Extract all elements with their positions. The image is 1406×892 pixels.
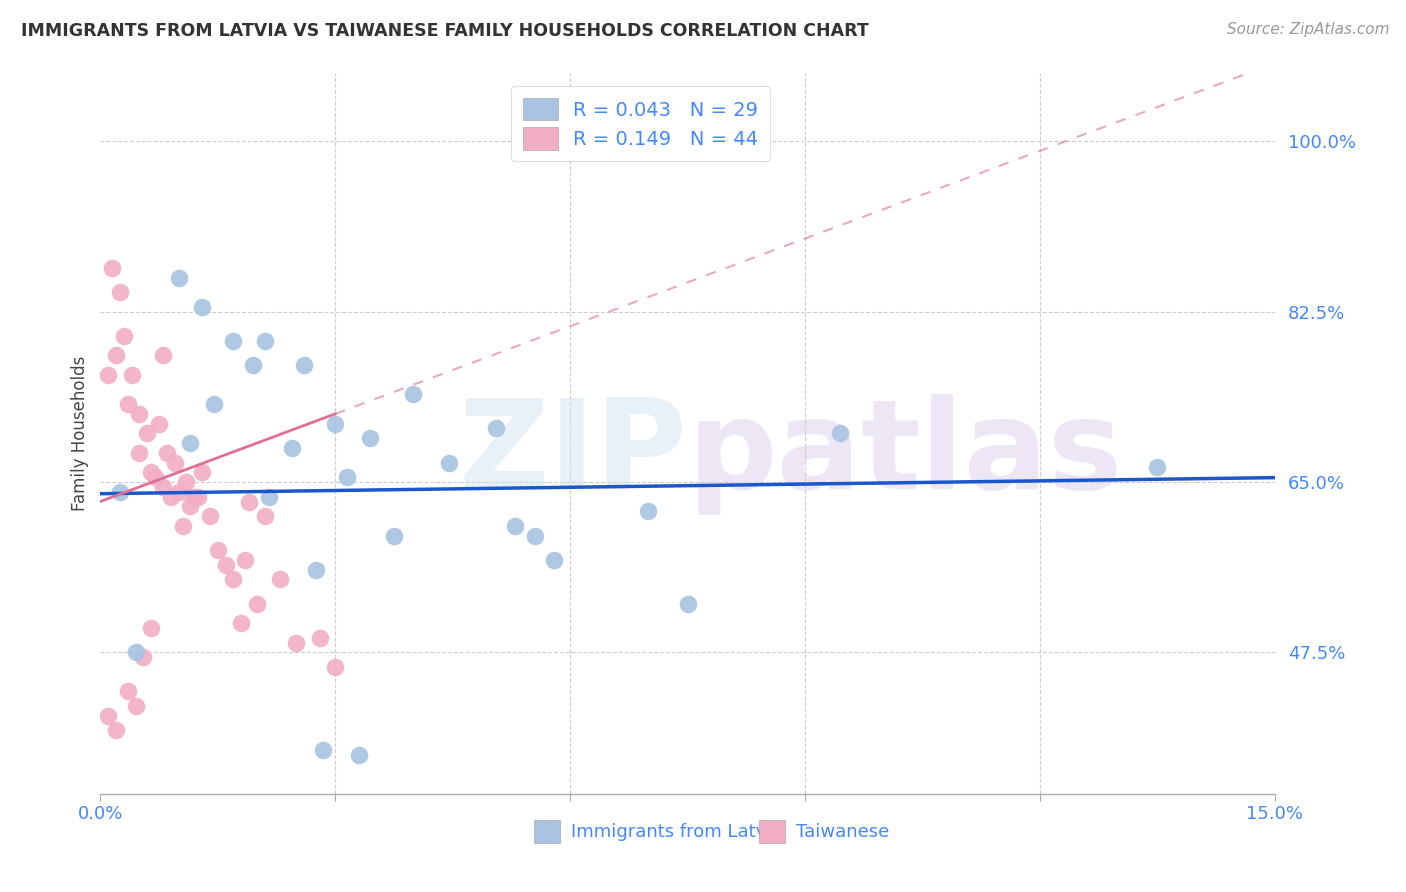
Point: [105, 348, 128, 362]
Point: [183, 490, 205, 504]
Point: [830, 426, 852, 441]
Point: [101, 260, 124, 275]
Point: [285, 636, 308, 650]
Point: [141, 621, 163, 635]
Point: [402, 387, 425, 401]
Text: Immigrants from Latvia: Immigrants from Latvia: [571, 823, 782, 841]
Point: [676, 597, 699, 611]
Text: Taiwanese: Taiwanese: [796, 823, 889, 841]
Point: [347, 747, 370, 762]
Point: [198, 509, 221, 524]
Point: [167, 484, 190, 499]
Point: [359, 431, 381, 445]
Point: [312, 743, 335, 757]
Point: [222, 573, 245, 587]
Point: [128, 446, 150, 460]
Point: [191, 465, 214, 479]
Point: [121, 368, 143, 382]
Point: [242, 358, 264, 372]
Point: [637, 504, 659, 518]
Text: ZIP: ZIP: [458, 394, 688, 516]
Point: [292, 358, 315, 372]
Point: [179, 500, 201, 514]
Point: [176, 475, 198, 489]
Point: [159, 490, 181, 504]
Point: [222, 334, 245, 348]
Point: [253, 334, 276, 348]
Point: [187, 490, 209, 504]
Point: [124, 699, 146, 714]
Point: [308, 631, 330, 645]
Point: [132, 650, 155, 665]
Point: [172, 519, 194, 533]
Point: [141, 465, 163, 479]
Point: [246, 597, 269, 611]
Point: [207, 543, 229, 558]
Point: [117, 684, 139, 698]
Point: [214, 558, 236, 572]
Point: [191, 300, 214, 314]
Point: [163, 456, 186, 470]
Point: [269, 573, 291, 587]
Point: [257, 490, 280, 504]
Point: [323, 660, 346, 674]
Point: [543, 553, 565, 567]
Point: [281, 441, 304, 455]
Point: [124, 645, 146, 659]
Point: [156, 446, 179, 460]
Point: [523, 528, 546, 542]
Point: [152, 480, 174, 494]
Point: [238, 494, 260, 508]
Point: [152, 348, 174, 362]
Point: [323, 417, 346, 431]
Text: Source: ZipAtlas.com: Source: ZipAtlas.com: [1226, 22, 1389, 37]
Point: [97, 368, 120, 382]
Point: [336, 470, 359, 484]
Point: [112, 329, 135, 343]
Point: [117, 397, 139, 411]
Point: [304, 563, 326, 577]
Point: [108, 285, 131, 299]
Y-axis label: Family Households: Family Households: [72, 356, 89, 511]
Point: [97, 708, 120, 723]
Point: [108, 484, 131, 499]
Text: IMMIGRANTS FROM LATVIA VS TAIWANESE FAMILY HOUSEHOLDS CORRELATION CHART: IMMIGRANTS FROM LATVIA VS TAIWANESE FAMI…: [21, 22, 869, 40]
Point: [148, 417, 170, 431]
Point: [179, 436, 201, 450]
Point: [437, 456, 460, 470]
Point: [1146, 460, 1168, 475]
Point: [105, 723, 128, 738]
Text: patlas: patlas: [688, 394, 1123, 516]
Point: [253, 509, 276, 524]
Point: [202, 397, 225, 411]
Point: [233, 553, 256, 567]
Point: [167, 270, 190, 285]
Point: [136, 426, 159, 441]
Point: [143, 470, 166, 484]
Point: [503, 519, 526, 533]
Point: [382, 528, 405, 542]
Point: [485, 421, 508, 435]
Point: [128, 407, 150, 421]
Point: [231, 616, 253, 631]
Legend: R = 0.043   N = 29, R = 0.149   N = 44: R = 0.043 N = 29, R = 0.149 N = 44: [510, 87, 770, 161]
